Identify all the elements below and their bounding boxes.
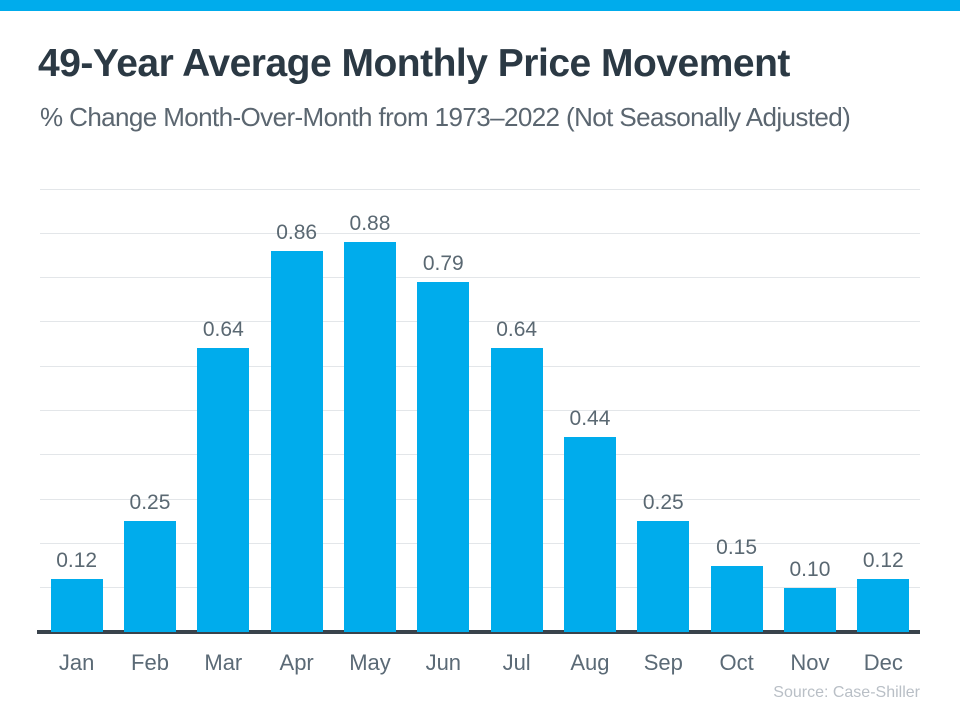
x-axis-baseline (37, 630, 920, 634)
bar-column-dec: 0.12 (847, 189, 920, 632)
bar-value-label: 0.44 (569, 407, 611, 431)
x-axis-tick-labels: Jan Feb Mar Apr May Jun Jul Aug Sep Oct Nov Dec (40, 650, 920, 676)
bar-column-jun: 0.79 (407, 189, 480, 632)
source-attribution: Source: Case-Shiller (773, 684, 920, 701)
bar-value-label: 0.10 (789, 557, 831, 581)
bar-value-label: 0.25 (129, 491, 171, 515)
bar-column-may: 0.88 (333, 189, 406, 632)
bar-column-mar: 0.64 (187, 189, 260, 632)
bar-value-label: 0.86 (276, 221, 318, 245)
bar-column-feb: 0.25 (113, 189, 186, 632)
gridline (40, 498, 920, 500)
bar-column-apr: 0.86 (260, 189, 333, 632)
month-tick-label: Jan (58, 650, 95, 675)
month-tick-label: Jun (425, 650, 462, 675)
bar (417, 282, 470, 632)
bar (343, 242, 396, 632)
bar (270, 251, 323, 632)
bar-value-label: 0.79 (422, 252, 464, 276)
bar-value-label: 0.15 (716, 535, 758, 559)
bar-column-jul: 0.64 (480, 189, 553, 632)
bar (710, 565, 763, 632)
bar (857, 578, 910, 632)
brand-accent-strip (0, 0, 960, 11)
gridline (40, 587, 920, 589)
bar (197, 348, 250, 632)
bar (637, 521, 690, 632)
gridline (40, 454, 920, 456)
bar (50, 578, 103, 632)
gridline (40, 365, 920, 367)
bar (783, 587, 836, 632)
bar-column-nov: 0.10 (773, 189, 846, 632)
bars-row: 0.12 0.25 0.64 0.86 0.88 0.79 0.64 0.44 0.25 0.15… (40, 189, 920, 632)
month-tick-label: Jul (502, 650, 531, 675)
month-tick-label: May (349, 650, 391, 675)
bar-value-label: 0.12 (862, 548, 904, 572)
bar-value-label: 0.64 (202, 318, 244, 342)
month-tick-label: Nov (790, 650, 830, 675)
bar-value-label: 0.88 (349, 212, 391, 236)
gridline (40, 188, 920, 190)
month-tick-label: Feb (131, 650, 169, 675)
gridline (40, 321, 920, 323)
page-subtitle: % Change Month-Over-Month from 1973–2022… (40, 102, 851, 132)
bar-column-jan: 0.12 (40, 189, 113, 632)
page-title: 49-Year Average Monthly Price Movement (38, 42, 790, 85)
month-tick-label: Apr (279, 650, 314, 675)
bar (123, 521, 176, 632)
bar-column-aug: 0.44 (553, 189, 626, 632)
month-tick-label: Dec (863, 650, 903, 675)
gridline (40, 232, 920, 234)
bar-value-label: 0.64 (496, 318, 538, 342)
month-tick-label: Mar (204, 650, 243, 675)
month-tick-label: Oct (719, 650, 754, 675)
gridline (40, 410, 920, 411)
month-tick-label: Aug (570, 650, 610, 675)
bar-column-sep: 0.25 (627, 189, 700, 632)
bar-chart-plot-area: 0.12 0.25 0.64 0.86 0.88 0.79 0.64 0.44 0.25 0.15… (40, 188, 920, 632)
bar-column-oct: 0.15 (700, 189, 773, 632)
bar-value-label: 0.12 (56, 548, 98, 572)
gridline (40, 277, 920, 279)
bar (490, 348, 543, 632)
gridline (40, 542, 920, 544)
month-tick-label: Sep (643, 650, 683, 675)
bar-value-label: 0.25 (642, 491, 684, 515)
bar (563, 437, 616, 632)
